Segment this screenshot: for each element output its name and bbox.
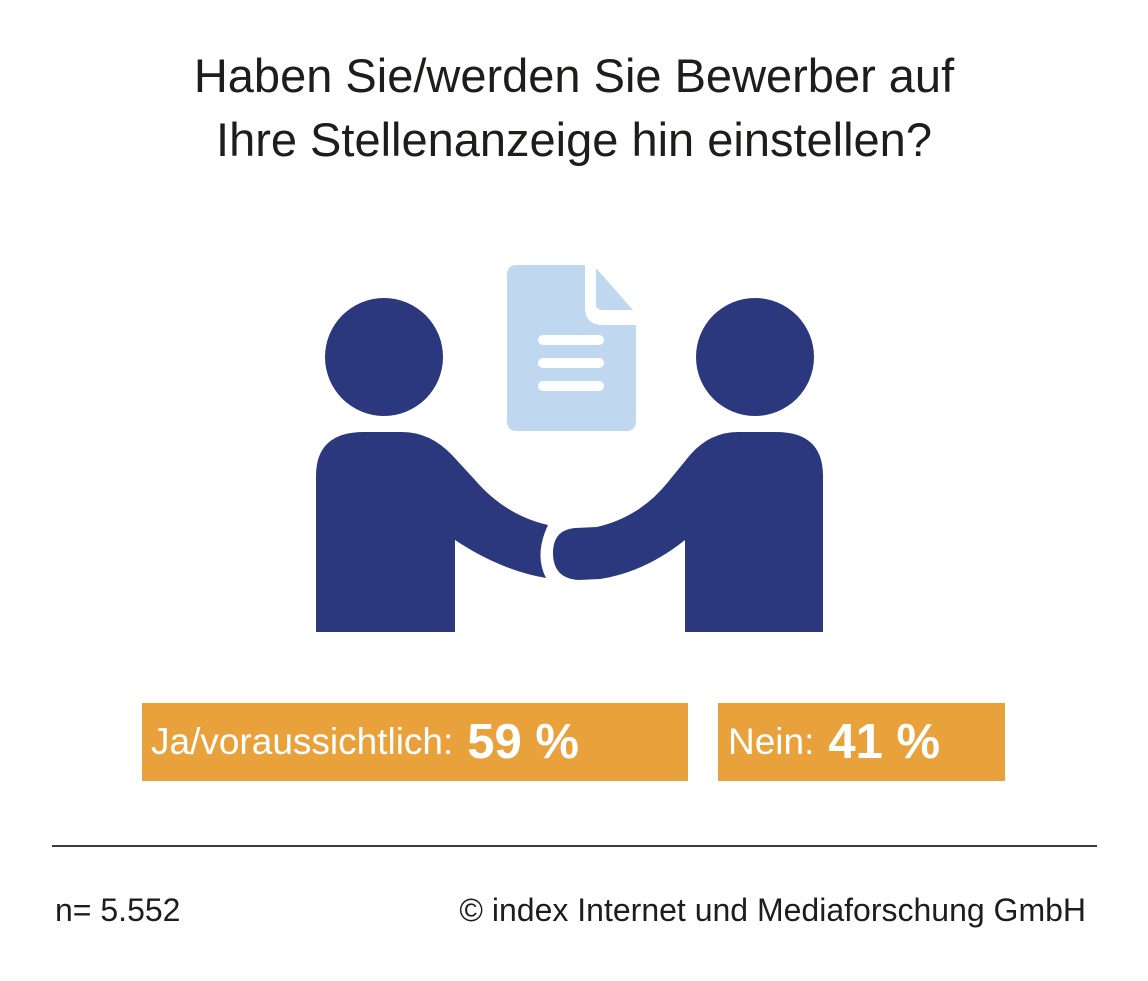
result-badge-yes: Ja/voraussichtlich: 59 % (142, 703, 688, 781)
document-icon (507, 265, 636, 431)
result-value-no: 41 % (828, 715, 941, 769)
result-label-yes: Ja/voraussichtlich: (151, 721, 454, 762)
result-badge-no: Nein: 41 % (718, 703, 1005, 781)
title-line-1: Haben Sie/werden Sie Bewerber auf (193, 49, 955, 102)
footer-divider (52, 845, 1097, 847)
handshake-illustration (316, 265, 823, 632)
title-line-2: Ihre Stellenanzeige hin einstellen? (216, 113, 932, 166)
left-person-icon (316, 298, 548, 632)
sample-size: n= 5.552 (55, 892, 181, 928)
result-label-no: Nein: (728, 721, 815, 762)
right-person-icon (553, 298, 823, 632)
result-value-yes: 59 % (467, 715, 579, 769)
copyright-notice: © index Internet und Mediaforschung GmbH (459, 892, 1086, 928)
page-title: Haben Sie/werden Sie Bewerber auf Ihre S… (0, 44, 1148, 172)
